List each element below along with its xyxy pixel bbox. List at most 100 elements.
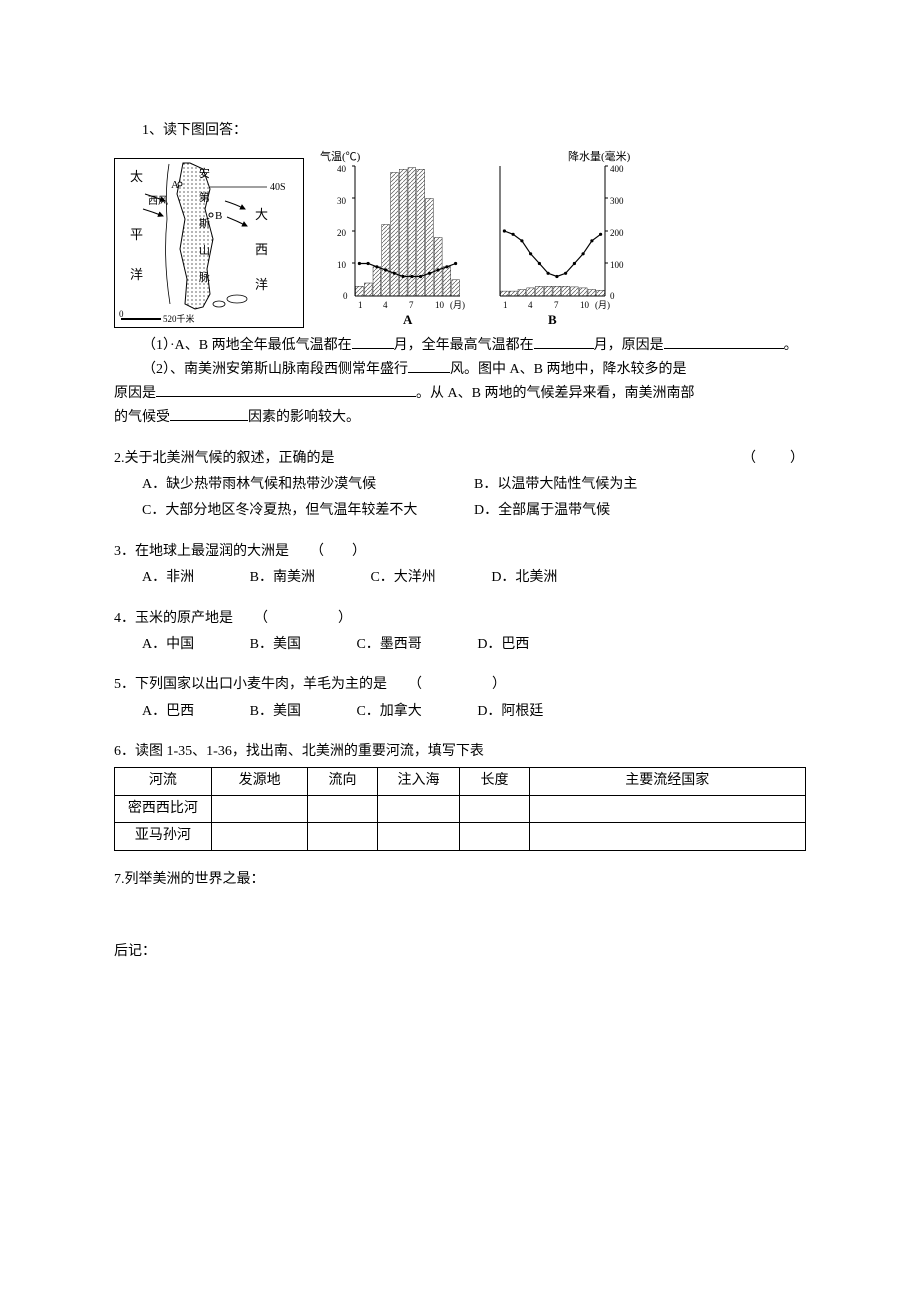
empty-cell bbox=[377, 823, 460, 850]
q6-table: 河流发源地流向注入海长度主要流经国家 密西西比河 亚马孙河 bbox=[114, 767, 806, 850]
map-andes-4: 山 bbox=[199, 244, 210, 257]
svg-text:7: 7 bbox=[554, 300, 559, 310]
chart-b: 400 300 200 100 0 1 4 7 10 (月) B bbox=[500, 164, 624, 327]
map-andes-2: 第 bbox=[199, 190, 210, 204]
q4-title: 4．玉米的原产地是 （ ） bbox=[114, 608, 806, 630]
q1-sub2-factor-post: 因素的影响较大。 bbox=[248, 410, 360, 425]
q2-title: 2.关于北美洲气候的叙述，正确的是 bbox=[114, 448, 742, 470]
q1-diagram-area: 40S A B 太 西风 平 bbox=[114, 148, 806, 328]
q1-sub2-reason-post: 。从 A、B 两地的气候差异来看，南美洲南部 bbox=[416, 386, 694, 401]
svg-text:100: 100 bbox=[610, 260, 624, 270]
q1-sub2-pre: （2）、南美洲安第斯山脉南段西侧常年盛行 bbox=[114, 362, 408, 377]
q1-sub1-post1: 月，原因是 bbox=[594, 338, 664, 353]
q2-opt-d: D．全部属于温带气候 bbox=[474, 500, 806, 522]
q1-sub1-pre: （1）·A、B 两地全年最低气温都在 bbox=[114, 338, 352, 353]
q1-title: 1、读下图回答： bbox=[114, 120, 806, 142]
svg-text:30: 30 bbox=[337, 196, 347, 206]
q2-options-row1: A．缺少热带雨林气候和热带沙漠气候 B．以温带大陆性气候为主 bbox=[114, 474, 806, 496]
q6-table-body: 密西西比河 亚马孙河 bbox=[115, 795, 806, 850]
worksheet-page: 1、读下图回答： 40S bbox=[0, 0, 920, 1163]
question-1: 1、读下图回答： 40S bbox=[114, 120, 806, 430]
q5-opt-b: B．美国 bbox=[250, 701, 301, 723]
svg-text:400: 400 bbox=[610, 164, 624, 174]
q4-opt-c: C．墨西哥 bbox=[356, 634, 421, 656]
map-svg: 40S A B 太 西风 平 bbox=[115, 159, 305, 329]
question-7: 7.列举美洲的世界之最： bbox=[114, 869, 806, 891]
svg-text:4: 4 bbox=[528, 300, 533, 310]
map-atlantic-1: 大 bbox=[255, 207, 268, 222]
svg-text:4: 4 bbox=[383, 300, 388, 310]
q2-paren: （ ） bbox=[742, 448, 806, 470]
map-andes-5: 脉 bbox=[199, 270, 210, 284]
empty-cell bbox=[377, 795, 460, 822]
q3-opt-b: B．南美洲 bbox=[250, 567, 315, 589]
q5-opt-c: C．加拿大 bbox=[356, 701, 421, 723]
chart-a: 40 30 20 10 0 1 4 7 10 bbox=[337, 164, 465, 327]
question-2: 2.关于北美洲气候的叙述，正确的是 （ ） A．缺少热带雨林气候和热带沙漠气候 … bbox=[114, 448, 806, 523]
svg-text:1: 1 bbox=[503, 300, 508, 310]
q1-sub2-factor-pre: 的气候受 bbox=[114, 410, 170, 425]
svg-text:0: 0 bbox=[610, 291, 615, 301]
q1-map: 40S A B 太 西风 平 bbox=[114, 158, 304, 328]
q3-opt-c: C．大洋州 bbox=[370, 567, 435, 589]
question-4: 4．玉米的原产地是 （ ） A．中国 B．美国 C．墨西哥 D．巴西 bbox=[114, 608, 806, 657]
table-header: 主要流经国家 bbox=[529, 768, 805, 795]
q6-table-head: 河流发源地流向注入海长度主要流经国家 bbox=[115, 768, 806, 795]
map-scale-520: 520千米 bbox=[163, 313, 195, 324]
river-name-cell: 密西西比河 bbox=[115, 795, 212, 822]
q2-title-line: 2.关于北美洲气候的叙述，正确的是 （ ） bbox=[114, 448, 806, 470]
svg-text:(月): (月) bbox=[595, 300, 610, 310]
climate-svg: 气温(℃) 降水量(毫米) 40 30 20 10 0 bbox=[310, 148, 660, 328]
svg-text:10: 10 bbox=[337, 260, 347, 270]
q2-opt-b: B．以温带大陆性气候为主 bbox=[474, 474, 806, 496]
svg-text:0: 0 bbox=[343, 291, 348, 301]
svg-text:300: 300 bbox=[610, 196, 624, 206]
empty-cell bbox=[308, 795, 377, 822]
river-name-cell: 亚马孙河 bbox=[115, 823, 212, 850]
lat-40s-label: 40S bbox=[270, 182, 286, 193]
empty-cell bbox=[308, 823, 377, 850]
q6-title: 6．读图 1-35、1-36，找出南、北美洲的重要河流，填写下表 bbox=[114, 741, 806, 763]
q7-title: 7.列举美洲的世界之最： bbox=[114, 869, 806, 891]
table-row: 密西西比河 bbox=[115, 795, 806, 822]
chart-a-label: A bbox=[403, 312, 413, 327]
empty-cell bbox=[529, 795, 805, 822]
svg-text:20: 20 bbox=[337, 228, 347, 238]
q1-charts: 气温(℃) 降水量(毫米) 40 30 20 10 0 bbox=[310, 148, 660, 328]
map-point-a: A bbox=[171, 179, 179, 191]
svg-text:10: 10 bbox=[435, 300, 445, 310]
map-atlantic-3: 洋 bbox=[255, 277, 268, 292]
axis-label-temp: 气温(℃) bbox=[320, 149, 361, 163]
q1-sub1-post2: 。 bbox=[784, 338, 798, 353]
question-5: 5．下列国家以出口小麦牛肉，羊毛为主的是 （ ） A．巴西 B．美国 C．加拿大… bbox=[114, 674, 806, 723]
q4-opt-a: A．中国 bbox=[142, 634, 194, 656]
q4-options: A．中国 B．美国 C．墨西哥 D．巴西 bbox=[114, 634, 806, 656]
q5-opt-a: A．巴西 bbox=[142, 701, 194, 723]
q3-opt-d: D．北美洲 bbox=[491, 567, 557, 589]
empty-cell bbox=[211, 823, 308, 850]
map-pacific-2: 平 bbox=[130, 227, 143, 242]
q2-options-row2: C．大部分地区冬冷夏热，但气温年较差不大 D．全部属于温带气候 bbox=[114, 500, 806, 522]
question-6: 6．读图 1-35、1-36，找出南、北美洲的重要河流，填写下表 河流发源地流向… bbox=[114, 741, 806, 851]
table-header: 河流 bbox=[115, 768, 212, 795]
table-header: 流向 bbox=[308, 768, 377, 795]
svg-text:7: 7 bbox=[409, 300, 414, 310]
postscript: 后记： bbox=[114, 941, 806, 963]
svg-text:10: 10 bbox=[580, 300, 590, 310]
q4-opt-b: B．美国 bbox=[250, 634, 301, 656]
map-andes-3: 斯 bbox=[199, 217, 210, 230]
q5-title: 5．下列国家以出口小麦牛肉，羊毛为主的是 （ ） bbox=[114, 674, 806, 696]
svg-text:200: 200 bbox=[610, 228, 624, 238]
svg-text:40: 40 bbox=[337, 164, 347, 174]
q3-options: A．非洲 B．南美洲 C．大洋州 D．北美洲 bbox=[114, 567, 806, 589]
empty-cell bbox=[460, 823, 529, 850]
q3-opt-a: A．非洲 bbox=[142, 567, 194, 589]
empty-cell bbox=[460, 795, 529, 822]
map-scale-0: 0 bbox=[119, 309, 124, 319]
svg-text:1: 1 bbox=[358, 300, 363, 310]
table-row: 亚马孙河 bbox=[115, 823, 806, 850]
chart-b-label: B bbox=[548, 312, 557, 327]
map-pacific-3: 洋 bbox=[130, 267, 143, 282]
q1-sub2-reason-pre: 原因是 bbox=[114, 386, 156, 401]
question-3: 3．在地球上最湿润的大洲是 （ ） A．非洲 B．南美洲 C．大洋州 D．北美洲 bbox=[114, 541, 806, 590]
